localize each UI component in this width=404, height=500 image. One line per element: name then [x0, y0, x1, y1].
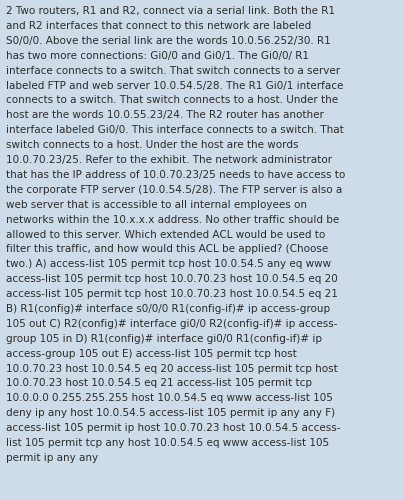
Text: allowed to this server. Which extended ACL would be used to: allowed to this server. Which extended A…	[6, 230, 325, 239]
Text: 10.0.70.23 host 10.0.54.5 eq 20 access-list 105 permit tcp host: 10.0.70.23 host 10.0.54.5 eq 20 access-l…	[6, 364, 338, 374]
Text: two.) A) access-list 105 permit tcp host 10.0.54.5 any eq www: two.) A) access-list 105 permit tcp host…	[6, 260, 331, 270]
Text: S0/0/0. Above the serial link are the words 10.0.56.252/30. R1: S0/0/0. Above the serial link are the wo…	[6, 36, 331, 46]
Text: 10.0.70.23 host 10.0.54.5 eq 21 access-list 105 permit tcp: 10.0.70.23 host 10.0.54.5 eq 21 access-l…	[6, 378, 312, 388]
Text: networks within the 10.x.x.x address. No other traffic should be: networks within the 10.x.x.x address. No…	[6, 214, 339, 224]
Text: the corporate FTP server (10.0.54.5/28). The FTP server is also a: the corporate FTP server (10.0.54.5/28).…	[6, 185, 342, 195]
Text: 10.0.0.0 0.255.255.255 host 10.0.54.5 eq www access-list 105: 10.0.0.0 0.255.255.255 host 10.0.54.5 eq…	[6, 394, 333, 404]
Text: deny ip any host 10.0.54.5 access-list 105 permit ip any any F): deny ip any host 10.0.54.5 access-list 1…	[6, 408, 335, 418]
Text: interface connects to a switch. That switch connects to a server: interface connects to a switch. That swi…	[6, 66, 340, 76]
Text: interface labeled Gi0/0. This interface connects to a switch. That: interface labeled Gi0/0. This interface …	[6, 125, 344, 135]
Text: web server that is accessible to all internal employees on: web server that is accessible to all int…	[6, 200, 307, 209]
Text: that has the IP address of 10.0.70.23/25 needs to have access to: that has the IP address of 10.0.70.23/25…	[6, 170, 345, 180]
Text: B) R1(config)# interface s0/0/0 R1(config-if)# ip access-group: B) R1(config)# interface s0/0/0 R1(confi…	[6, 304, 330, 314]
Text: access-list 105 permit ip host 10.0.70.23 host 10.0.54.5 access-: access-list 105 permit ip host 10.0.70.2…	[6, 423, 341, 433]
Text: connects to a switch. That switch connects to a host. Under the: connects to a switch. That switch connec…	[6, 96, 338, 106]
Text: has two more connections: Gi0/0 and Gi0/1. The Gi0/0/ R1: has two more connections: Gi0/0 and Gi0/…	[6, 50, 309, 60]
Text: labeled FTP and web server 10.0.54.5/28. The R1 Gi0/1 interface: labeled FTP and web server 10.0.54.5/28.…	[6, 80, 343, 90]
Text: 10.0.70.23/25. Refer to the exhibit. The network administrator: 10.0.70.23/25. Refer to the exhibit. The…	[6, 155, 332, 165]
Text: filter this traffic, and how would this ACL be applied? (Choose: filter this traffic, and how would this …	[6, 244, 328, 254]
Text: access-list 105 permit tcp host 10.0.70.23 host 10.0.54.5 eq 20: access-list 105 permit tcp host 10.0.70.…	[6, 274, 338, 284]
Text: list 105 permit tcp any host 10.0.54.5 eq www access-list 105: list 105 permit tcp any host 10.0.54.5 e…	[6, 438, 329, 448]
Text: host are the words 10.0.55.23/24. The R2 router has another: host are the words 10.0.55.23/24. The R2…	[6, 110, 324, 120]
Text: switch connects to a host. Under the host are the words: switch connects to a host. Under the hos…	[6, 140, 299, 150]
Text: access-list 105 permit tcp host 10.0.70.23 host 10.0.54.5 eq 21: access-list 105 permit tcp host 10.0.70.…	[6, 289, 338, 299]
Text: permit ip any any: permit ip any any	[6, 453, 98, 463]
Text: group 105 in D) R1(config)# interface gi0/0 R1(config-if)# ip: group 105 in D) R1(config)# interface gi…	[6, 334, 322, 344]
Text: 2 Two routers, R1 and R2, connect via a serial link. Both the R1: 2 Two routers, R1 and R2, connect via a …	[6, 6, 335, 16]
Text: and R2 interfaces that connect to this network are labeled: and R2 interfaces that connect to this n…	[6, 21, 311, 31]
Text: access-group 105 out E) access-list 105 permit tcp host: access-group 105 out E) access-list 105 …	[6, 348, 297, 358]
Text: 105 out C) R2(config)# interface gi0/0 R2(config-if)# ip access-: 105 out C) R2(config)# interface gi0/0 R…	[6, 319, 338, 329]
